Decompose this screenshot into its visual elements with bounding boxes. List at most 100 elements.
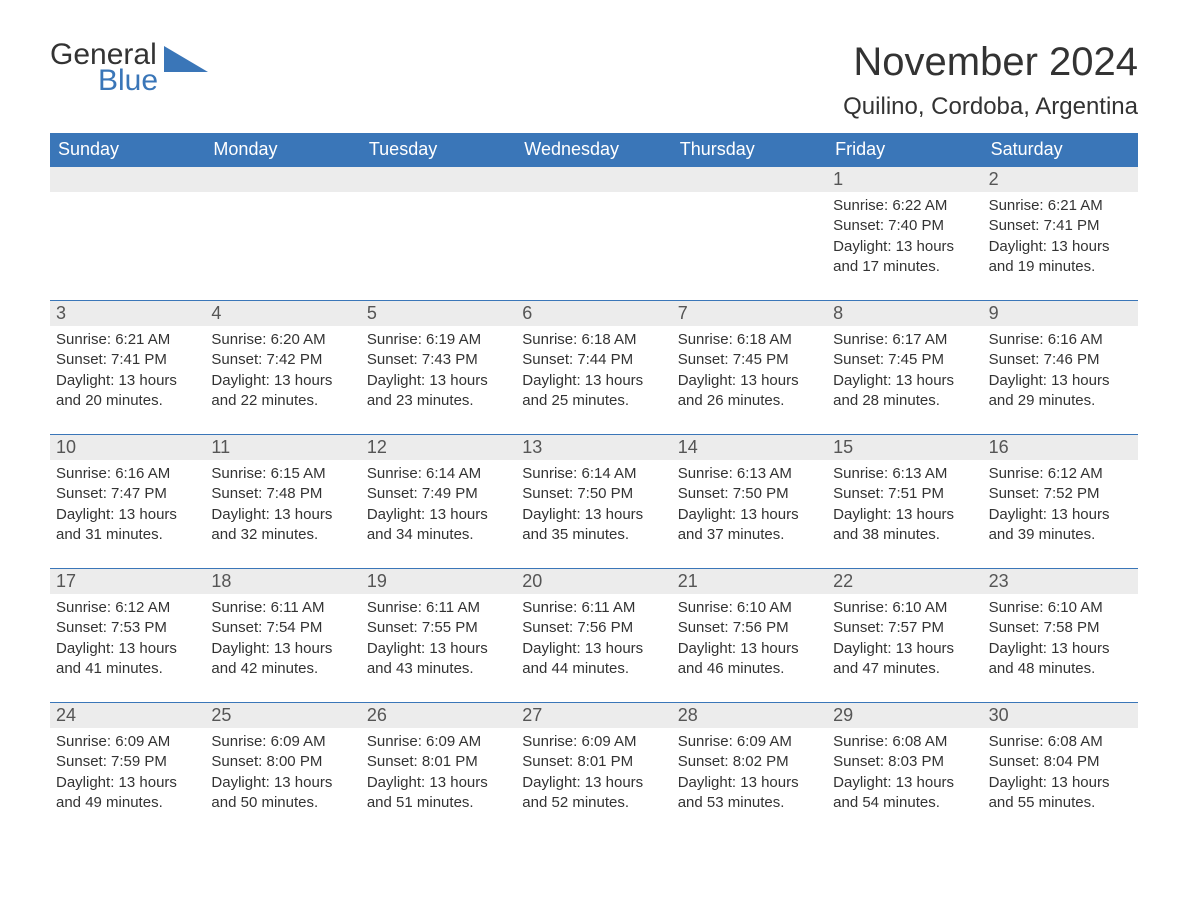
logo-text: General Blue — [50, 40, 158, 96]
day-number — [50, 167, 205, 192]
day-daylight1: Daylight: 13 hours — [989, 371, 1132, 391]
day-daylight1: Daylight: 13 hours — [833, 773, 976, 793]
day-cell: 4Sunrise: 6:20 AMSunset: 7:42 PMDaylight… — [205, 301, 360, 428]
day-sunset: Sunset: 7:50 PM — [522, 484, 665, 504]
day-sunrise: Sunrise: 6:21 AM — [56, 330, 199, 350]
weekday-header: Monday — [205, 133, 360, 166]
day-number: 11 — [205, 435, 360, 460]
day-sunrise: Sunrise: 6:21 AM — [989, 196, 1132, 216]
day-sunrise: Sunrise: 6:10 AM — [833, 598, 976, 618]
day-sunset: Sunset: 7:52 PM — [989, 484, 1132, 504]
day-number: 19 — [361, 569, 516, 594]
day-sunset: Sunset: 8:01 PM — [522, 752, 665, 772]
weekday-header: Thursday — [672, 133, 827, 166]
day-sunrise: Sunrise: 6:16 AM — [56, 464, 199, 484]
day-daylight1: Daylight: 13 hours — [211, 505, 354, 525]
day-sunset: Sunset: 7:56 PM — [678, 618, 821, 638]
day-daylight1: Daylight: 13 hours — [678, 639, 821, 659]
week-row: 1Sunrise: 6:22 AMSunset: 7:40 PMDaylight… — [50, 166, 1138, 294]
day-cell: 22Sunrise: 6:10 AMSunset: 7:57 PMDayligh… — [827, 569, 982, 696]
day-sunrise: Sunrise: 6:09 AM — [211, 732, 354, 752]
day-sunrise: Sunrise: 6:09 AM — [367, 732, 510, 752]
day-sunset: Sunset: 7:41 PM — [989, 216, 1132, 236]
day-sunrise: Sunrise: 6:22 AM — [833, 196, 976, 216]
day-sunrise: Sunrise: 6:11 AM — [367, 598, 510, 618]
day-daylight2: and 28 minutes. — [833, 391, 976, 411]
day-cell: 19Sunrise: 6:11 AMSunset: 7:55 PMDayligh… — [361, 569, 516, 696]
logo: General Blue — [50, 40, 208, 96]
weekday-header: Saturday — [983, 133, 1138, 166]
day-cell: 3Sunrise: 6:21 AMSunset: 7:41 PMDaylight… — [50, 301, 205, 428]
day-sunset: Sunset: 7:46 PM — [989, 350, 1132, 370]
day-cell: 24Sunrise: 6:09 AMSunset: 7:59 PMDayligh… — [50, 703, 205, 830]
day-daylight2: and 51 minutes. — [367, 793, 510, 813]
day-number: 24 — [50, 703, 205, 728]
day-cell: 12Sunrise: 6:14 AMSunset: 7:49 PMDayligh… — [361, 435, 516, 562]
day-number: 8 — [827, 301, 982, 326]
day-number: 17 — [50, 569, 205, 594]
day-sunrise: Sunrise: 6:14 AM — [367, 464, 510, 484]
day-daylight2: and 37 minutes. — [678, 525, 821, 545]
day-daylight2: and 55 minutes. — [989, 793, 1132, 813]
day-cell: 21Sunrise: 6:10 AMSunset: 7:56 PMDayligh… — [672, 569, 827, 696]
day-daylight2: and 49 minutes. — [56, 793, 199, 813]
weekday-header: Wednesday — [516, 133, 671, 166]
day-daylight2: and 47 minutes. — [833, 659, 976, 679]
day-daylight2: and 26 minutes. — [678, 391, 821, 411]
day-daylight1: Daylight: 13 hours — [56, 639, 199, 659]
day-number: 18 — [205, 569, 360, 594]
day-number: 30 — [983, 703, 1138, 728]
day-sunrise: Sunrise: 6:18 AM — [522, 330, 665, 350]
day-sunset: Sunset: 7:49 PM — [367, 484, 510, 504]
day-sunset: Sunset: 7:53 PM — [56, 618, 199, 638]
day-cell: 28Sunrise: 6:09 AMSunset: 8:02 PMDayligh… — [672, 703, 827, 830]
logo-word-2: Blue — [98, 66, 158, 96]
day-daylight1: Daylight: 13 hours — [522, 371, 665, 391]
day-sunset: Sunset: 7:58 PM — [989, 618, 1132, 638]
day-daylight1: Daylight: 13 hours — [989, 639, 1132, 659]
day-cell: 7Sunrise: 6:18 AMSunset: 7:45 PMDaylight… — [672, 301, 827, 428]
day-cell: 17 Sunrise: 6:12 AMSunset: 7:53 PMDayligh… — [50, 569, 205, 696]
day-sunset: Sunset: 7:45 PM — [678, 350, 821, 370]
day-sunrise: Sunrise: 6:14 AM — [522, 464, 665, 484]
day-cell: 16Sunrise: 6:12 AMSunset: 7:52 PMDayligh… — [983, 435, 1138, 562]
day-daylight1: Daylight: 13 hours — [56, 773, 199, 793]
day-number: 21 — [672, 569, 827, 594]
day-cell: 2Sunrise: 6:21 AMSunset: 7:41 PMDaylight… — [983, 167, 1138, 294]
day-number: 12 — [361, 435, 516, 460]
day-sunset: Sunset: 7:57 PM — [833, 618, 976, 638]
day-number: 10 — [50, 435, 205, 460]
day-number: 6 — [516, 301, 671, 326]
day-cell — [516, 167, 671, 294]
day-sunrise: Sunrise: 6:19 AM — [367, 330, 510, 350]
day-number: 26 — [361, 703, 516, 728]
day-daylight2: and 25 minutes. — [522, 391, 665, 411]
day-sunset: Sunset: 7:55 PM — [367, 618, 510, 638]
weekday-header: Sunday — [50, 133, 205, 166]
day-daylight1: Daylight: 13 hours — [989, 773, 1132, 793]
location-label: Quilino, Cordoba, Argentina — [843, 93, 1138, 121]
day-sunrise: Sunrise: 6:12 AM — [989, 464, 1132, 484]
day-daylight1: Daylight: 13 hours — [522, 639, 665, 659]
week-row: 10Sunrise: 6:16 AMSunset: 7:47 PMDayligh… — [50, 434, 1138, 562]
day-cell: 30Sunrise: 6:08 AMSunset: 8:04 PMDayligh… — [983, 703, 1138, 830]
day-cell: 26 Sunrise: 6:09 AMSunset: 8:01 PMDayligh… — [361, 703, 516, 830]
day-sunrise: Sunrise: 6:12 AM — [56, 598, 199, 618]
day-daylight2: and 19 minutes. — [989, 257, 1132, 277]
day-number: 22 — [827, 569, 982, 594]
day-sunrise: Sunrise: 6:13 AM — [833, 464, 976, 484]
day-daylight2: and 44 minutes. — [522, 659, 665, 679]
day-cell: 25Sunrise: 6:09 AMSunset: 8:00 PMDayligh… — [205, 703, 360, 830]
day-cell: 10Sunrise: 6:16 AMSunset: 7:47 PMDayligh… — [50, 435, 205, 562]
day-sunset: Sunset: 7:48 PM — [211, 484, 354, 504]
day-sunset: Sunset: 8:01 PM — [367, 752, 510, 772]
day-number: 28 — [672, 703, 827, 728]
day-daylight2: and 34 minutes. — [367, 525, 510, 545]
day-cell: 29Sunrise: 6:08 AMSunset: 8:03 PMDayligh… — [827, 703, 982, 830]
day-sunrise: Sunrise: 6:10 AM — [989, 598, 1132, 618]
day-sunrise: Sunrise: 6:08 AM — [833, 732, 976, 752]
header-block: General Blue November 2024 Quilino, Cord… — [50, 40, 1138, 121]
day-sunset: Sunset: 7:59 PM — [56, 752, 199, 772]
week-row: 17Sunrise: 6:12 AMSunset: 7:53 PMDayligh… — [50, 568, 1138, 696]
day-daylight1: Daylight: 13 hours — [367, 773, 510, 793]
